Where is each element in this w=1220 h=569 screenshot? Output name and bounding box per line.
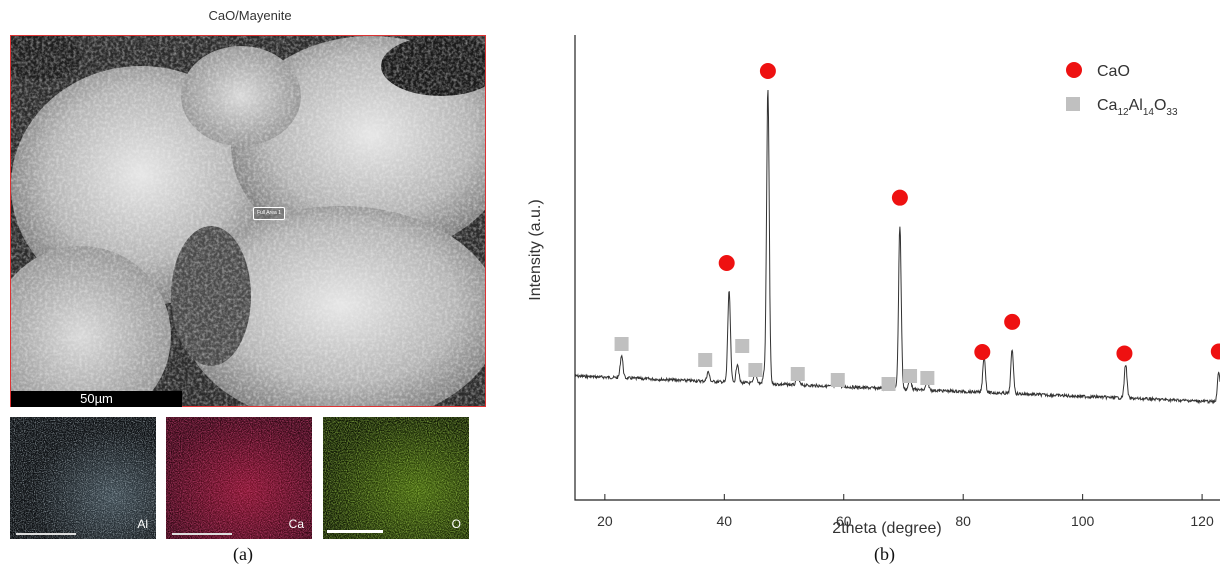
cao-peak-marker <box>718 254 735 271</box>
x-axis-label: 2theta (degree) <box>832 520 941 537</box>
legend: CaO Ca12Al14O33 <box>1066 62 1178 118</box>
sem-title: CaO/Mayenite <box>208 8 292 23</box>
cao-peak-marker <box>1116 345 1133 362</box>
caption-b: (b) <box>874 544 895 564</box>
y-axis-label: Intensity (a.u.) <box>527 199 544 300</box>
eds-map-al: Al <box>10 417 156 539</box>
x-tick-label: 100 <box>1071 513 1095 529</box>
roi-label: Full Area 1 <box>253 207 285 220</box>
cao-peak-marker <box>759 63 776 80</box>
mayenite-peak-marker <box>698 353 713 367</box>
mayenite-peak-marker <box>735 339 750 353</box>
xrd-trace <box>574 89 1220 405</box>
x-tick-label: 60 <box>836 513 852 529</box>
sem-micrograph <box>10 35 486 407</box>
cao-peak-marker <box>974 344 991 360</box>
plot-frame <box>574 35 1220 501</box>
eds-map-ca: Ca <box>166 417 312 539</box>
mayenite-peak-marker <box>881 377 896 391</box>
cao-peak-marker <box>1210 343 1220 360</box>
map-label-ca: Ca <box>288 517 304 531</box>
map-scale-bar <box>172 533 232 535</box>
mayenite-peak-marker <box>614 337 629 351</box>
scale-bar: 50µm <box>11 391 182 407</box>
mayenite-peak-marker <box>830 373 845 387</box>
map-scale-bar <box>16 533 76 535</box>
x-tick-label: 120 <box>1190 513 1214 529</box>
mayenite-peak-marker <box>748 363 763 377</box>
x-tick-label: 40 <box>717 513 733 529</box>
x-tick-label: 80 <box>955 513 971 529</box>
cao-peak-marker <box>1004 313 1021 330</box>
caption-a: (a) <box>233 544 253 564</box>
x-tick-label: 20 <box>597 513 613 529</box>
mayenite-peak-marker <box>790 367 805 381</box>
eds-map-o: O <box>323 417 469 539</box>
legend-cao-label: CaO <box>1097 63 1130 80</box>
mayenite-peak-marker <box>903 369 918 383</box>
legend-mayenite-label: Ca12Al14O33 <box>1097 97 1178 118</box>
mayenite-peak-marker <box>920 371 935 385</box>
map-scale-bar <box>327 530 383 533</box>
legend-mayenite-marker <box>1066 97 1080 111</box>
map-label-o: O <box>451 517 461 531</box>
cao-peak-marker <box>891 189 908 206</box>
xrd-chart: 20 40 60 80 100 120 2theta (degree) Intensity… <box>527 35 1220 537</box>
legend-cao-marker <box>1066 62 1082 78</box>
map-label-al: Al <box>137 517 148 531</box>
